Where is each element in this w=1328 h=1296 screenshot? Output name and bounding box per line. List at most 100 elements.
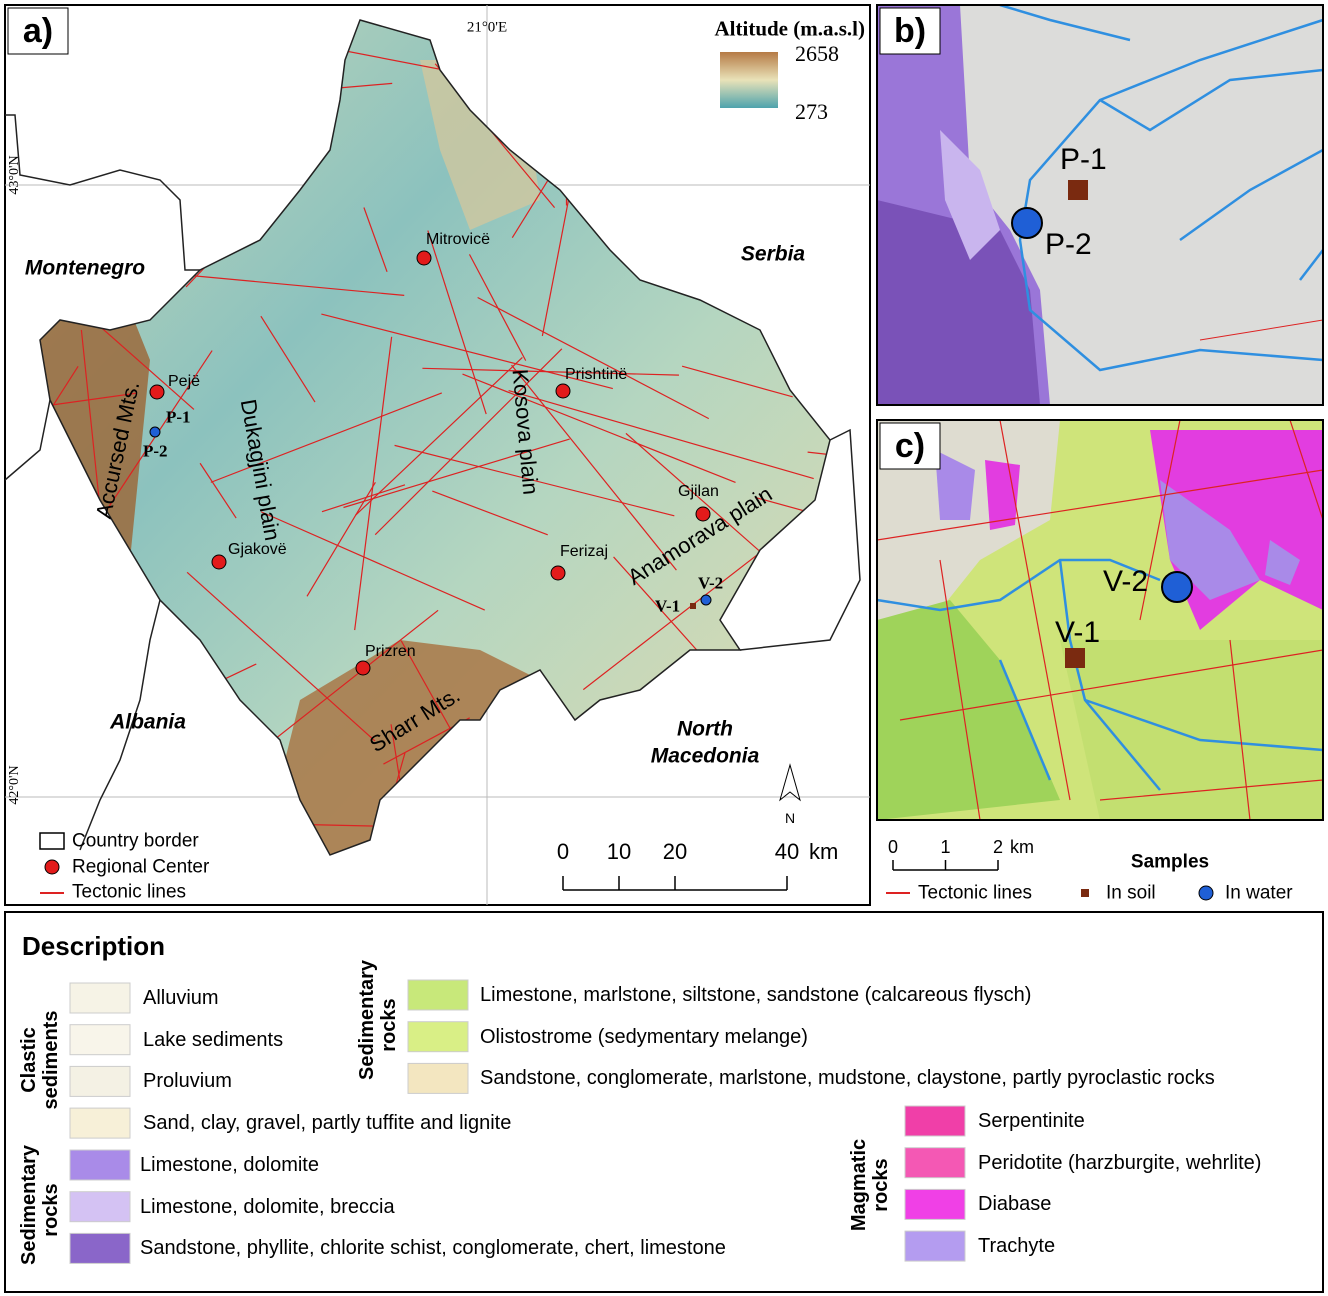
legend-soil-symbol <box>1081 889 1089 897</box>
north-arrow <box>779 763 801 802</box>
city-label: Gjakovë <box>228 541 287 558</box>
regional-center <box>211 554 227 570</box>
city-label: Prizren <box>365 643 416 660</box>
scale-label: 2 <box>992 837 1004 857</box>
sample-water <box>1161 571 1193 603</box>
scale-label: 1 <box>940 837 951 857</box>
group-label: Sedimentary rocks <box>18 1144 62 1265</box>
tectonic-line <box>260 315 316 403</box>
north-label: N <box>784 810 796 826</box>
panel-label-box <box>879 7 941 55</box>
country-borders <box>4 114 861 851</box>
legend-label: In soil <box>1106 882 1156 904</box>
legend-label: Olistostrome (sedymentary melange) <box>480 1025 808 1048</box>
tectonic-line <box>186 571 376 742</box>
city-label: Mitrovicë <box>426 231 491 248</box>
tectonic-line <box>40 365 79 559</box>
regional-center <box>555 383 571 399</box>
country-label: Serbia <box>740 242 806 266</box>
sample-water <box>149 426 161 438</box>
legend-label: Regional Center <box>72 856 210 878</box>
altitude-ramp <box>720 52 778 108</box>
scale-label: 10 <box>606 839 632 864</box>
tectonic-line <box>321 484 406 513</box>
panel-label: b) <box>893 12 927 50</box>
regional-center <box>355 660 371 676</box>
legend-label: Lake sediments <box>143 1028 284 1051</box>
scale-label: 20 <box>662 839 688 864</box>
group-label: Sedimentary rocks <box>356 959 400 1080</box>
panel-label: a) <box>22 12 54 50</box>
city-label: Pejë <box>168 373 201 390</box>
legend-border-symbol <box>39 832 65 850</box>
latitude-label: 42°0'N <box>7 765 22 805</box>
sample-label: P-2 <box>143 441 168 461</box>
tectonic-line <box>260 511 485 611</box>
tectonic-line <box>374 348 563 536</box>
panel-label-box <box>879 422 941 470</box>
sample-water <box>1011 207 1043 239</box>
legend-label: Country border <box>72 830 199 852</box>
legend-swatch <box>69 1024 131 1056</box>
legend-max: 2658 <box>795 41 839 66</box>
kosovo-border <box>39 19 831 856</box>
tectonic-line <box>468 254 527 361</box>
latitude-label: 43°0'N <box>7 155 22 195</box>
legend-label: Sandstone, phyllite, chlorite schist, co… <box>140 1237 726 1260</box>
sample-soil <box>690 603 696 609</box>
legend-swatch <box>69 1191 131 1223</box>
panel-b-frame <box>876 4 1324 406</box>
scale-label: 0 <box>887 837 899 857</box>
tectonic-line <box>432 490 548 536</box>
legend-label: Proluvium <box>143 1070 232 1093</box>
legend-swatch <box>407 1062 469 1094</box>
tectonic-line <box>462 373 736 484</box>
legend-label: Tectonic lines <box>72 881 187 903</box>
group-label: Clastic sediments <box>18 1010 62 1110</box>
panel-label-box <box>7 7 69 55</box>
legend-swatch <box>69 1107 131 1139</box>
legend-swatch <box>904 1230 966 1262</box>
country-label: North Macedonia <box>650 717 760 768</box>
longitude-label: 21°0'E <box>466 19 508 36</box>
legend-swatch <box>407 979 469 1011</box>
panel-label: c) <box>894 427 926 465</box>
legend-label: Diabase <box>978 1193 1052 1216</box>
legend-swatch <box>904 1188 966 1220</box>
legend-title: Samples <box>1130 851 1210 873</box>
sample-soil <box>1065 648 1085 668</box>
city-label: Ferizaj <box>560 543 609 560</box>
city-label: Prishtinë <box>565 366 628 383</box>
legend-label: Alluvium <box>143 987 219 1009</box>
panel-c-map <box>877 420 1323 820</box>
legend-swatch <box>69 1065 131 1097</box>
city-label: Gjilan <box>678 483 719 500</box>
scale-label: 40 <box>774 839 800 864</box>
legend-label: Sand, clay, gravel, partly tuffite and l… <box>143 1112 512 1135</box>
panel-b-map <box>877 5 1323 405</box>
legend-center-symbol <box>44 859 60 875</box>
tectonic-line <box>508 389 814 480</box>
legend-label: Peridotite (harzburgite, wehrlite) <box>978 1151 1262 1174</box>
tectonic-line <box>422 367 679 376</box>
legend-swatch <box>69 1149 131 1181</box>
scale-unit: km <box>1010 837 1034 857</box>
legend-min: 273 <box>795 99 828 124</box>
legend-swatch <box>69 982 131 1014</box>
tectonic-line <box>394 444 675 517</box>
tectonic-line <box>582 539 777 691</box>
tectonic-line <box>354 336 393 631</box>
tectonic-line <box>189 274 405 296</box>
tectonic-line <box>681 365 793 398</box>
tectonic-line <box>343 438 570 509</box>
description-title: Description <box>22 931 166 961</box>
sample-label: P-1 <box>1060 143 1107 176</box>
regional-center <box>695 506 711 522</box>
regional-center <box>416 250 432 266</box>
sample-soil <box>1068 180 1088 200</box>
scale-unit: km <box>809 839 839 864</box>
panel-c-frame <box>876 419 1324 821</box>
tectonic-line <box>90 318 195 410</box>
country-label: Montenegro <box>24 256 146 280</box>
